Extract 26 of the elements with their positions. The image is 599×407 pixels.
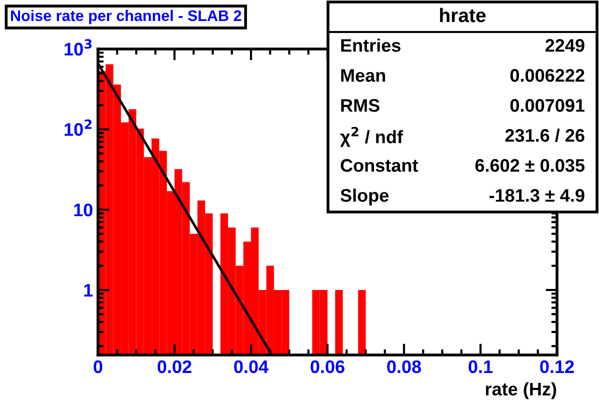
x-tick-label: 0.12 (540, 360, 574, 374)
annotation: -181.3 ± 4.9 (489, 189, 584, 202)
annotation: 0.007091 (510, 99, 585, 112)
x-tick-label: 0.04 (234, 360, 268, 374)
x-axis-title: rate (Hz) (486, 382, 556, 400)
x-tick-label: 0.02 (158, 360, 192, 374)
text: hrate (440, 8, 486, 22)
x-tick-label: 0 (94, 360, 102, 374)
annotation: 2249 (545, 39, 584, 52)
annotation: Constant (340, 159, 418, 172)
y-tick-label: 10 (74, 204, 92, 216)
annotation: χ$^{2}$ / ndf (340, 126, 404, 147)
annotation: Slope (340, 188, 389, 206)
annotation: 6.602 ± 0.035 (475, 159, 585, 172)
y-tick-label: 10$^{2}$ (64, 119, 92, 136)
x-tick-label: 0.1 (468, 360, 493, 374)
y-tick-label: 1 (84, 284, 93, 297)
annotation: Entries (341, 38, 400, 52)
annotation: Mean (341, 69, 386, 82)
annotation: 0.006222 (510, 69, 584, 82)
x-tick-label: 0.08 (387, 360, 422, 374)
annotation: RMS (341, 99, 380, 112)
annotation: 231.6 / 26 (505, 128, 584, 142)
y-tick-label: 10$^{3}$ (64, 39, 92, 56)
x-tick-label: 0.06 (310, 360, 344, 374)
chart-title: Noise rate per channel - SLAB 2 (11, 10, 242, 24)
